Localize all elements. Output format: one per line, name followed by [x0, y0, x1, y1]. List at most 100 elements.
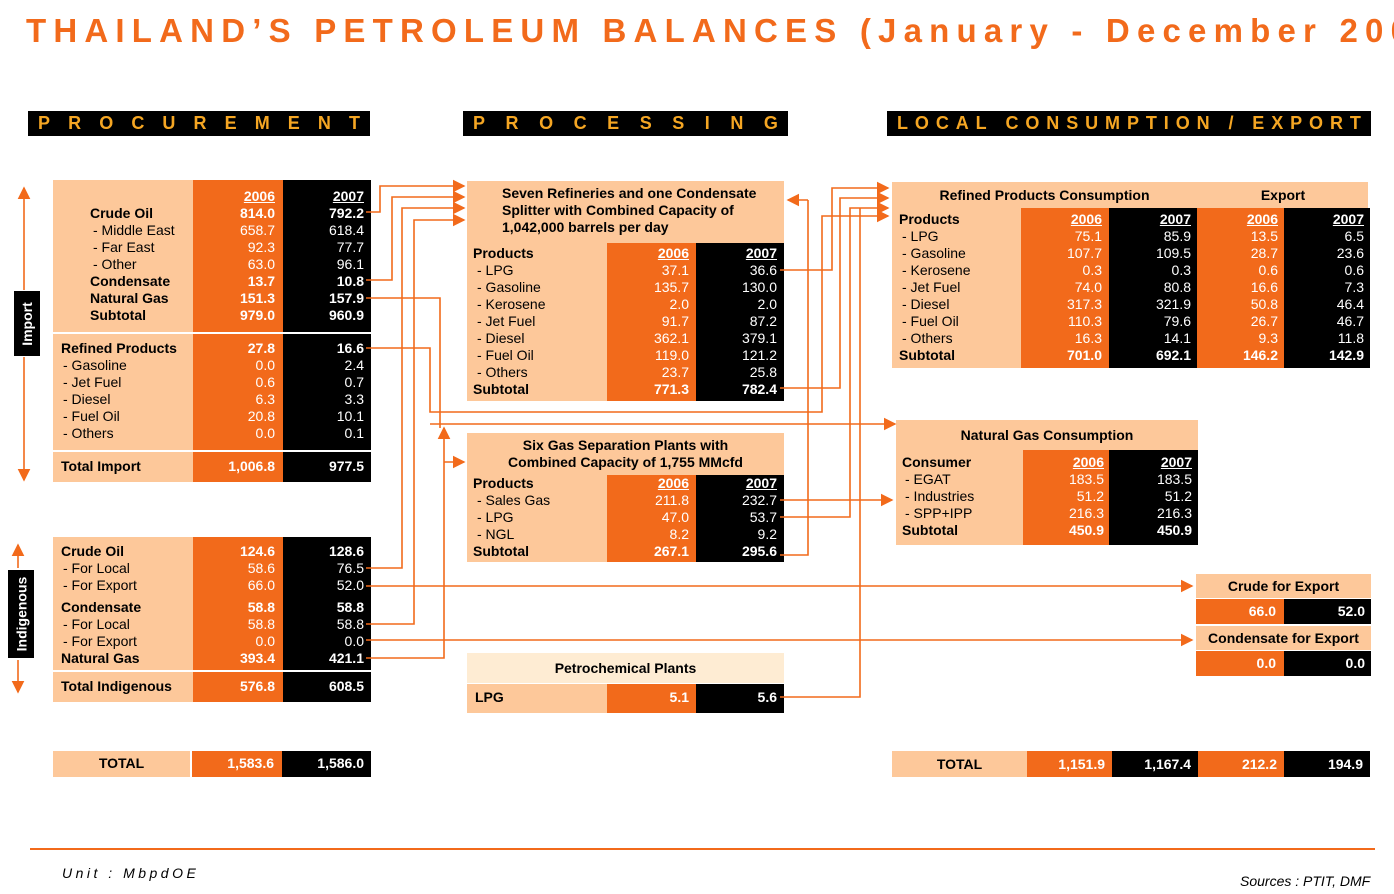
- refineries-row: - Kerosene 2.0 2.0: [467, 296, 784, 313]
- refined-consumption-value-c2007: 109.5: [1155, 245, 1191, 261]
- ng-consumption-table: Natural Gas Consumption Consumer 2006 20…: [896, 420, 1198, 545]
- ng-consumption-label: Subtotal: [902, 522, 958, 538]
- import-refined-value-v2007: 0.1: [344, 425, 364, 441]
- gas-plants-title-line2: Combined Capacity of 1,755 MMcfd: [508, 454, 743, 470]
- import-label: - Far East: [93, 239, 155, 255]
- ng-consumption-value-v2006: 450.9: [1068, 522, 1104, 538]
- consumption-total-e2007: 194.9: [1327, 756, 1363, 772]
- indigenous-value-v2007: 0.0: [344, 633, 364, 649]
- import-refined-row: - Fuel Oil 20.8 10.1: [53, 408, 371, 425]
- refined-consumption-value-c2007: 80.8: [1163, 279, 1191, 295]
- refined-consumption-value-c2006: 0.3: [1082, 262, 1102, 278]
- refined-consumption-value-e2007: 11.8: [1337, 330, 1364, 346]
- processing-header-letter: I: [704, 113, 710, 133]
- refined-consumption-value-e2006: 0.6: [1258, 262, 1278, 278]
- gas-plants-label: - LPG: [477, 509, 514, 525]
- refineries-value-v2006: 2.0: [669, 296, 689, 312]
- crude-local-arrow: [366, 201, 466, 569]
- gas-plants-label: - NGL: [477, 526, 515, 542]
- consumption-header-letter: O: [914, 113, 929, 133]
- import-value-v2007: 157.9: [328, 290, 364, 306]
- procurement-header-letter: E: [224, 113, 237, 133]
- refineries-value-v2007: 36.6: [749, 262, 777, 278]
- refined-consumption-value-e2007: 46.7: [1336, 313, 1364, 329]
- indigenous-value-v2007: 76.5: [336, 560, 364, 576]
- import-label: Natural Gas: [90, 290, 169, 306]
- refineries-label: - Fuel Oil: [477, 347, 534, 363]
- refined-consumption-row: - Others 16.3 14.1 9.3 11.8: [892, 330, 1370, 347]
- refined-consumption-row: Subtotal 701.0 692.1 146.2 142.9: [892, 347, 1370, 364]
- gas-plants-row: - Sales Gas 211.8 232.7: [467, 492, 784, 509]
- refined-consumption-label: - Jet Fuel: [902, 279, 961, 295]
- procurement-total-row: TOTAL 1,583.6 1,586.0: [53, 751, 371, 777]
- consumption-header-letter: U: [1085, 113, 1099, 133]
- indigenous-side-label: Indigenous: [8, 570, 34, 658]
- import-value-v2006: 979.0: [239, 307, 275, 323]
- processing-header-letter: S: [639, 113, 652, 133]
- consumption-total-row: TOTAL 1,151.9 1,167.4 212.2 194.9: [892, 751, 1370, 777]
- consumption-header-letter: C: [935, 113, 949, 133]
- refined-consumption-value-c2006: 74.0: [1074, 279, 1102, 295]
- refineries-title-line2: Splitter with Combined Capacity of: [502, 202, 734, 218]
- petrochemical-lpg-label: LPG: [475, 689, 504, 705]
- indigenous-value-v2007: 52.0: [336, 577, 364, 593]
- refined-consumption-label: - Kerosene: [902, 262, 971, 278]
- import-refined-value-v2006: 27.8: [247, 340, 275, 356]
- import-label: Crude Oil: [90, 205, 154, 221]
- import-refined-value-v2007: 2.4: [344, 357, 364, 373]
- procurement-header-letter: R: [68, 113, 82, 133]
- ng-consumption-row: - EGAT 183.5 183.5: [896, 471, 1198, 488]
- indigenous-value-v2006: 0.0: [255, 633, 275, 649]
- refineries-title-line1: Seven Refineries and one Condensate: [502, 185, 757, 201]
- consumption-header-letter: S: [1066, 113, 1079, 133]
- import-table: 2006 2007 Crude Oil 814.0 792.2- Middle Ea…: [53, 180, 371, 450]
- refined-consumption-value-c2006: 107.7: [1066, 245, 1102, 261]
- crude-import-arrow: [366, 179, 466, 213]
- import-value-v2007: 77.7: [336, 239, 364, 255]
- import-refined-value-v2007: 16.6: [336, 340, 364, 356]
- refined-consumption-value-e2006: 13.5: [1250, 228, 1278, 244]
- refined-consumption-value-c2006: 110.3: [1068, 313, 1102, 329]
- crude-export-2007: 52.0: [1337, 603, 1365, 619]
- gas-plants-value-v2007: 232.7: [741, 492, 777, 508]
- refineries-value-v2007: 25.8: [749, 364, 777, 380]
- import-year-2006: 2006: [243, 188, 275, 204]
- procurement-header-letter: N: [317, 113, 331, 133]
- refineries-row: - Gasoline 135.7 130.0: [467, 279, 784, 296]
- ng-consumer-header: Consumer: [902, 454, 972, 470]
- consumption-header-letter: M: [1105, 113, 1121, 133]
- consumption-header-letter: P: [1290, 113, 1303, 133]
- gas-plants-value-v2006: 47.0: [661, 509, 689, 525]
- refineries-value-v2007: 782.4: [741, 381, 777, 397]
- processing-header-letter: P: [473, 113, 486, 133]
- import-label: Condensate: [90, 273, 171, 289]
- refineries-row: Subtotal 771.3 782.4: [467, 381, 784, 398]
- refinery-lpg-arrow: [780, 181, 890, 271]
- refined-consumption-value-e2007: 7.3: [1344, 279, 1364, 295]
- total-import-2007: 977.5: [328, 458, 364, 474]
- indigenous-label: - For Export: [63, 577, 137, 593]
- processing-header-letter: G: [763, 113, 778, 133]
- refined-consumption-label: - Gasoline: [902, 245, 966, 261]
- refined-consumption-value-e2007: 142.9: [1328, 347, 1364, 363]
- ng-consumption-row: - SPP+IPP 216.3 216.3: [896, 505, 1198, 522]
- refined-consumption-row: - Diesel 317.3 321.9 50.8 46.4: [892, 296, 1370, 313]
- import-label: - Middle East: [93, 222, 175, 238]
- refined-consumption-row: - Kerosene 0.3 0.3 0.6 0.6: [892, 262, 1370, 279]
- refineries-label: - Jet Fuel: [477, 313, 536, 329]
- ng-consumption-label: - EGAT: [905, 471, 951, 487]
- refineries-label: - Others: [477, 364, 528, 380]
- indigenous-value-v2007: 128.6: [328, 543, 364, 559]
- processing-header-letter: S: [672, 113, 685, 133]
- indigenous-value-v2006: 58.8: [247, 616, 275, 632]
- procurement-header-letter: E: [287, 113, 300, 133]
- refined-consumption-value-e2007: 23.6: [1336, 245, 1364, 261]
- gas-plants-value-v2007: 9.2: [757, 526, 777, 542]
- refineries-year-2007: 2007: [745, 245, 777, 261]
- gas-plants-value-v2007: 53.7: [749, 509, 777, 525]
- import-row: Crude Oil 814.0 792.2: [53, 205, 371, 222]
- refined-consumption-value-c2007: 85.9: [1163, 228, 1191, 244]
- refineries-value-v2006: 771.3: [653, 381, 689, 397]
